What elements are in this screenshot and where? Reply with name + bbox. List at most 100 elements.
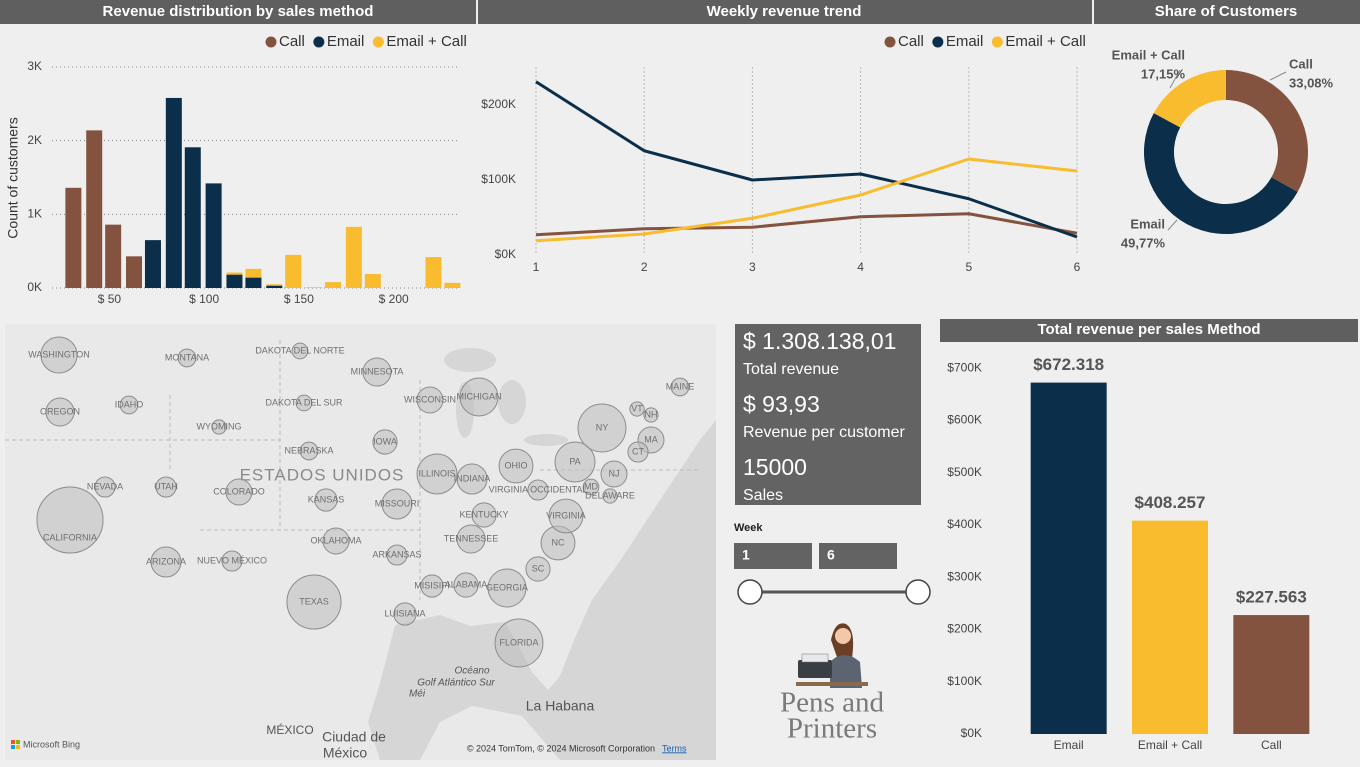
kpi-value: $ 1.308.138,01 xyxy=(743,328,896,354)
kpi-card xyxy=(735,324,921,505)
map[interactable]: ESTADOS UNIDOS WASHINGTON OREGON CALIFORNI… xyxy=(5,324,716,761)
pie-slice xyxy=(1143,113,1298,235)
bar xyxy=(266,285,283,288)
x-tick-label: Email xyxy=(1054,738,1084,752)
map-bubbles: WASHINGTON OREGON CALIFORNIA NEVADA IDAHO MON… xyxy=(28,336,694,668)
map-label: KANSAS xyxy=(308,494,345,504)
y-tick-label: $300K xyxy=(947,569,982,583)
data-label: $408.257 xyxy=(1135,493,1206,512)
bar xyxy=(86,130,103,288)
map-bubble xyxy=(119,395,139,415)
map-label: COLORADO xyxy=(213,486,265,496)
bar xyxy=(126,256,143,288)
map-bubble xyxy=(291,342,309,360)
map-bubble xyxy=(487,568,527,608)
y-tick-label: $400K xyxy=(947,517,982,531)
map-place-label: Méi xyxy=(409,689,426,700)
map-bubble xyxy=(525,556,551,582)
leader-line xyxy=(1169,69,1181,89)
map-label: DELAWARE xyxy=(585,490,635,500)
map-terms[interactable]: Terms xyxy=(662,743,687,753)
map-label: CT xyxy=(632,446,644,456)
map-bubble xyxy=(600,460,628,488)
map-label: VIRGINIA OCCIDENTAL xyxy=(489,484,588,494)
slicer-input[interactable] xyxy=(734,543,812,569)
x-tick-label: 6 xyxy=(1074,260,1081,274)
x-tick-label: $ 150 xyxy=(284,292,314,306)
title-bar xyxy=(1094,0,1360,24)
line xyxy=(535,212,1078,237)
slicer-start: 1 xyxy=(742,547,750,563)
legend-marker xyxy=(932,36,944,48)
lake xyxy=(444,348,496,372)
map-bubble xyxy=(643,407,659,423)
x-tick-label: $ 50 xyxy=(98,292,122,306)
map-bubble xyxy=(225,478,253,506)
map-bubble xyxy=(471,502,497,528)
map-bubble xyxy=(453,572,479,598)
map-label: MA xyxy=(644,434,658,444)
map-label: MISSOURI xyxy=(375,498,420,508)
slider-handle[interactable] xyxy=(737,579,763,605)
kpi-label: Total revenue xyxy=(743,361,839,378)
map-copyright: © 2024 TomTom, © 2024 Microsoft Corporat… xyxy=(467,743,655,753)
map-bubble xyxy=(456,463,488,495)
y-tick-label: $100K xyxy=(481,172,516,186)
legend-label: Email + Call xyxy=(1005,33,1085,50)
map-label: MD xyxy=(584,481,598,491)
map-bubble xyxy=(362,357,392,387)
legend-marker xyxy=(372,36,384,48)
line xyxy=(535,157,1078,243)
map-bubble xyxy=(299,441,319,461)
map-label: OKLAHOMA xyxy=(310,535,361,545)
x-tick-label: 5 xyxy=(965,260,972,274)
map-bubble xyxy=(45,397,75,427)
map-label: KENTUCKY xyxy=(459,509,508,519)
map-place-label: MÉXICO xyxy=(266,722,313,737)
pie-slice xyxy=(1153,70,1226,128)
logo-figure xyxy=(796,623,868,688)
map-label: TEXAS xyxy=(299,596,329,606)
slider-handle[interactable] xyxy=(905,579,931,605)
map-label: LUISIANA xyxy=(384,608,425,618)
water xyxy=(368,420,716,760)
kpi-label: Sales xyxy=(743,487,783,504)
bar xyxy=(1132,520,1208,734)
logo-square xyxy=(16,745,20,749)
legend-marker xyxy=(884,36,896,48)
bar xyxy=(444,282,461,288)
slicer-end: 6 xyxy=(827,547,835,563)
map-bubble xyxy=(372,429,398,455)
slicer-input[interactable] xyxy=(819,543,897,569)
map-bubble xyxy=(386,544,408,566)
map-bubble xyxy=(150,546,182,578)
slice-label: Call xyxy=(1289,56,1313,71)
chart-title: Share of Customers xyxy=(1155,3,1298,20)
x-tick-label: 4 xyxy=(857,260,864,274)
legend-label: Call xyxy=(279,33,305,50)
bar xyxy=(205,183,222,288)
kpi-value: $ 93,93 xyxy=(743,391,820,417)
logo-square xyxy=(11,740,15,744)
bar xyxy=(184,147,201,288)
map-label: NJ xyxy=(609,468,620,478)
bar xyxy=(65,187,82,288)
chart-title: Total revenue per sales Method xyxy=(1037,321,1260,338)
map-label: CALIFORNIA xyxy=(43,532,97,542)
map-bubble xyxy=(416,386,444,414)
map-label: MICHIGAN xyxy=(457,391,502,401)
y-tick-label: 2K xyxy=(27,133,42,147)
kpi-label: Revenue per customer xyxy=(743,424,906,441)
map-bubble xyxy=(94,476,116,498)
legend-marker xyxy=(265,36,277,48)
map-label: FLORIDA xyxy=(499,637,538,647)
map-bubble xyxy=(155,476,177,498)
legend-label: Email xyxy=(327,33,365,50)
map-label: NEBRASKA xyxy=(284,445,333,455)
map-bubble xyxy=(314,488,338,512)
map-bubble xyxy=(527,479,549,501)
legend-marker xyxy=(313,36,325,48)
title-bar xyxy=(0,0,476,24)
y-tick-label: 1K xyxy=(27,207,42,221)
